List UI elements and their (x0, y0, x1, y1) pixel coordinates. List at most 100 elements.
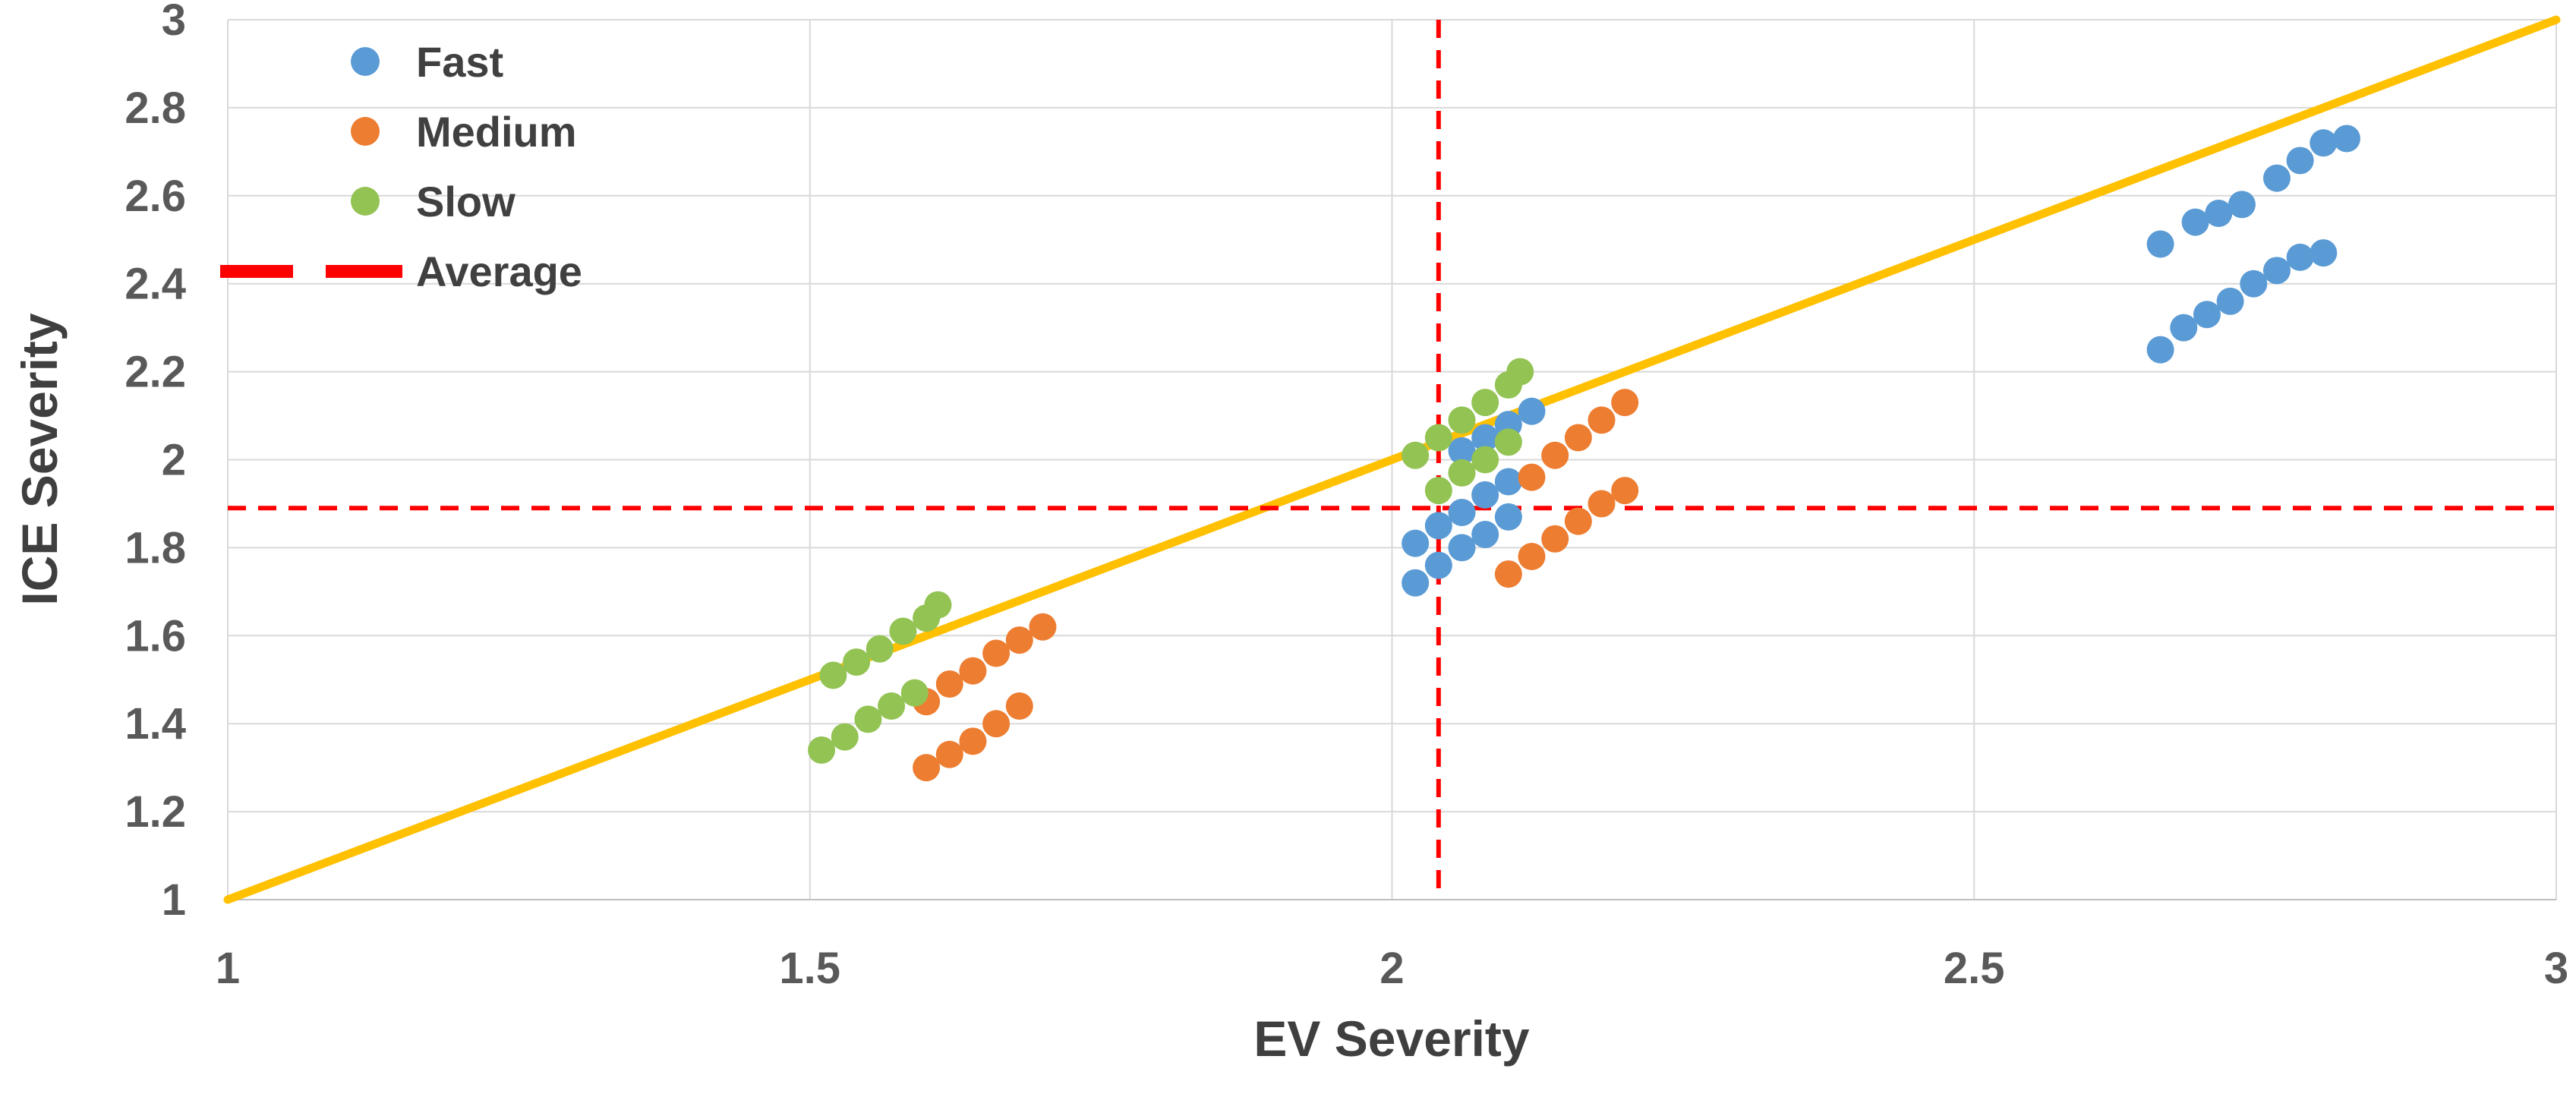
y-tick-label: 2 (162, 436, 186, 485)
data-point-fast (2310, 239, 2338, 267)
data-point-slow (878, 692, 906, 720)
data-point-slow (1448, 459, 1476, 487)
data-point-fast (2310, 129, 2338, 157)
data-point-medium (1029, 613, 1057, 641)
data-point-medium (913, 754, 941, 782)
legend-item-slow[interactable]: Slow (220, 166, 582, 236)
legend: Fast Medium Slow Average (220, 27, 582, 306)
data-point-fast (1471, 481, 1499, 509)
data-point-medium (1494, 560, 1522, 588)
y-tick-label: 1.4 (125, 699, 186, 749)
x-tick-label: 1.5 (779, 944, 840, 993)
data-point-fast (2181, 208, 2209, 236)
data-point-fast (1494, 503, 1522, 531)
data-point-slow (843, 648, 871, 676)
data-point-fast (2286, 147, 2314, 175)
data-point-fast (1448, 437, 1476, 465)
data-point-fast (1448, 499, 1476, 527)
x-tick-label: 3 (2544, 944, 2568, 993)
legend-swatch-slow (220, 187, 402, 216)
data-point-slow (831, 723, 859, 751)
y-axis-title: ICE Severity (11, 313, 68, 606)
data-point-fast (2240, 270, 2268, 298)
data-point-fast (2216, 287, 2244, 315)
data-point-fast (1402, 569, 1430, 597)
legend-label-fast: Fast (416, 37, 504, 86)
y-tick-label: 1 (162, 875, 186, 925)
data-point-slow (1471, 389, 1499, 417)
data-point-slow (1471, 446, 1499, 474)
data-point-fast (1402, 529, 1430, 557)
data-point-fast (1424, 512, 1452, 540)
y-tick-label: 3 (162, 0, 186, 45)
data-point-medium (982, 639, 1011, 667)
data-point-medium (982, 710, 1011, 738)
legend-label-medium: Medium (416, 107, 577, 156)
data-point-medium (1005, 626, 1033, 654)
y-tick-label: 1.2 (125, 787, 186, 837)
data-point-fast (2205, 199, 2233, 227)
data-point-fast (1471, 521, 1499, 549)
legend-swatch-fast (220, 47, 402, 76)
data-point-medium (1588, 490, 1616, 518)
data-point-slow (808, 736, 836, 764)
data-point-fast (2146, 336, 2174, 364)
data-point-fast (1494, 468, 1522, 496)
data-point-medium (1541, 525, 1569, 553)
data-point-fast (1424, 551, 1452, 579)
legend-label-slow: Slow (416, 177, 516, 225)
data-point-fast (2332, 125, 2360, 153)
data-point-medium (935, 740, 963, 768)
data-point-slow (1424, 424, 1452, 452)
x-tick-label: 2 (1379, 944, 1404, 993)
data-point-fast (2262, 257, 2291, 285)
x-tick-label: 1 (216, 944, 240, 993)
slow-marker-icon (351, 187, 380, 216)
legend-item-fast[interactable]: Fast (220, 27, 582, 96)
fast-marker-icon (351, 47, 380, 76)
data-point-medium (959, 727, 987, 755)
legend-label-average: Average (416, 247, 582, 295)
y-tick-label: 2.8 (125, 84, 186, 133)
data-point-fast (2262, 164, 2291, 192)
data-point-slow (1402, 441, 1430, 469)
y-tick-label: 2.2 (125, 348, 186, 397)
identity-line (223, 15, 2561, 904)
data-point-slow (1448, 406, 1476, 434)
legend-item-average[interactable]: Average (220, 236, 582, 306)
data-point-medium (1588, 406, 1616, 434)
data-point-fast (1471, 424, 1499, 452)
data-point-slow (854, 705, 882, 733)
x-tick-label: 2.5 (1944, 944, 2005, 993)
legend-item-medium[interactable]: Medium (220, 96, 582, 166)
y-tick-label: 1.8 (125, 523, 186, 572)
data-point-medium (1564, 507, 1592, 535)
y-tick-label: 2.4 (125, 260, 186, 309)
data-point-slow (819, 661, 847, 689)
data-point-slow (889, 617, 917, 645)
x-axis-title: EV Severity (1253, 1010, 1530, 1067)
data-point-fast (2228, 191, 2256, 219)
data-point-fast (1448, 534, 1476, 562)
data-point-medium (935, 670, 963, 698)
data-point-slow (865, 635, 894, 663)
data-point-fast (2170, 314, 2198, 342)
legend-swatch-medium (220, 117, 402, 146)
y-tick-label: 1.6 (125, 611, 186, 660)
data-point-medium (1518, 542, 1546, 570)
data-point-medium (1541, 441, 1569, 469)
data-point-medium (1564, 424, 1592, 452)
data-point-slow (1424, 477, 1452, 505)
data-point-slow (1494, 428, 1522, 456)
data-point-slow (900, 679, 929, 707)
data-point-slow (1506, 358, 1534, 386)
data-point-fast (2146, 230, 2174, 258)
data-point-medium (1005, 692, 1033, 720)
data-point-medium (959, 657, 987, 685)
data-point-medium (1518, 463, 1546, 491)
medium-marker-icon (351, 117, 380, 146)
data-point-fast (2193, 301, 2221, 329)
average-dash-icon (220, 264, 402, 278)
